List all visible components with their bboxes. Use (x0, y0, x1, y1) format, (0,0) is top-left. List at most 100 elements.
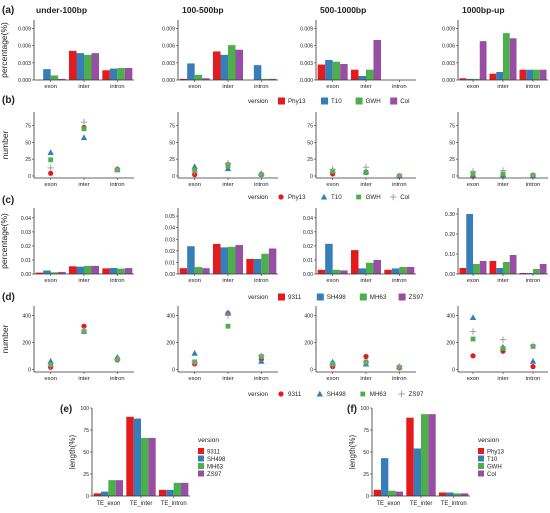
ylabel-e: length(%) (68, 435, 77, 470)
y-tick-label: 0.003 (162, 61, 175, 67)
bar-inter-GWH (503, 33, 510, 80)
y-tick-label: 200 (304, 340, 313, 346)
legend-title: version (248, 391, 269, 398)
bar-intron-SH498 (109, 267, 118, 274)
x-tick-label: exon (188, 376, 201, 382)
panel-letter-(a): (a) (2, 5, 14, 16)
panel-letter-(b): (b) (2, 95, 15, 106)
legend-key-Phy13 (278, 194, 284, 200)
x-tick-label: intron (392, 84, 407, 90)
ylabel-a: percentage(%) (0, 22, 9, 78)
bar-TE_intron-GWH (453, 493, 462, 496)
bar-inter-Phy13 (69, 50, 77, 80)
y-tick-label: 0.02 (21, 244, 31, 250)
y-tick-label: 400 (22, 313, 31, 319)
bar-exon-Phy13 (459, 78, 467, 80)
bar-exon-MH63 (194, 267, 203, 274)
x-tick-label: inter (497, 278, 508, 284)
x-tick-label: intron (254, 376, 269, 382)
column-title-2: 100-500bp (182, 5, 224, 15)
legend-label-Phy13: Phy13 (487, 449, 505, 455)
point-inter-GWH (363, 170, 369, 176)
bar-exon-T10 (187, 63, 195, 80)
bar-inter-SH498 (496, 268, 503, 274)
y-tick-label: 0.05 (165, 214, 175, 220)
bar-exon-Col (58, 78, 66, 80)
x-tick-label: inter (78, 84, 89, 90)
x-tick-label: intron (254, 278, 269, 284)
y-tick-label: 0 (28, 174, 31, 180)
legend-label-SH498: SH498 (207, 457, 226, 463)
bar-inter-ZS97 (373, 259, 381, 274)
bar-inter-GWH (84, 54, 92, 80)
bar-inter-SH498 (76, 266, 84, 274)
subplot-c-3: 0.00 0.01 0.02 0.03 0.04 exon inter intron (303, 208, 416, 284)
column-title-4: 1000bp-up (462, 5, 505, 15)
x-tick-label: inter (360, 278, 371, 284)
x-tick-label: exon (467, 84, 480, 90)
point-exon-MH63 (470, 336, 476, 342)
x-tick-label: intron (110, 84, 125, 90)
y-tick-label: 0.00 (303, 272, 313, 278)
legend-label-Phy13: Phy13 (288, 194, 306, 201)
subplot-b-1: 0 25 50 75 exon inter intron (25, 112, 134, 188)
y-tick-label: 0 (366, 494, 369, 500)
legend-key-MH63 (360, 391, 366, 397)
bar-TE_exon-Col (395, 491, 404, 496)
y-tick-label: 0.003 (442, 61, 455, 67)
bar-intron-GWH (261, 78, 269, 80)
legend-label-SH498: SH498 (327, 391, 346, 398)
legend-row: version 9311 SH498 MH63 ZS97 (248, 293, 424, 301)
y-tick-label: 0.000 (162, 78, 175, 84)
point-exon-SH498 (191, 349, 198, 356)
bar-TE_intron-9311 (158, 489, 167, 496)
legend-label-ZS97: ZS97 (409, 391, 424, 398)
y-tick-label: 75 (363, 428, 369, 434)
legend-key-SH498 (316, 390, 323, 397)
legend-label-Col: Col (487, 472, 496, 478)
y-tick-label: 0 (172, 367, 175, 373)
y-tick-label: 50 (449, 140, 455, 146)
bar-intron-MH63 (533, 269, 540, 274)
x-tick-label: TE_intron (161, 501, 187, 507)
bar-intron-MH63 (261, 253, 269, 274)
x-tick-label: exon (467, 376, 480, 382)
ylabel-b: number (0, 130, 10, 159)
subplot-a-1: 0.000 0.003 0.006 0.009 exon inter intron (18, 20, 134, 90)
subplot-c-2: 0.00 0.01 0.02 0.03 0.04 0.05 exon inter intron (165, 208, 278, 284)
bar-exon-Phy13 (179, 78, 188, 80)
y-tick-label: 100 (80, 406, 89, 412)
bar-exon-MH63 (332, 269, 341, 274)
legend-label-Phy13: Phy13 (288, 98, 306, 105)
point-inter-9311 (363, 353, 369, 360)
y-tick-label: 50 (25, 140, 31, 146)
panel-letter-(e): (e) (60, 404, 72, 415)
legend-key-GWH (355, 97, 363, 105)
legend-label-GWH: GWH (487, 464, 502, 470)
bar-TE_exon-T10 (380, 458, 389, 496)
y-tick-label: 25 (449, 157, 455, 163)
bar-inter-SH498 (358, 268, 366, 274)
bar-exon-Col (340, 64, 348, 80)
y-tick-label: 200 (22, 340, 31, 346)
x-tick-label: TE_intron (441, 501, 467, 507)
bar-exon-SH498 (187, 246, 195, 274)
legend-key-9311 (278, 391, 284, 397)
bar-TE_intron-Col (461, 493, 469, 496)
y-tick-label: 0.10 (445, 252, 455, 258)
bar-inter-ZS97 (509, 255, 517, 274)
x-tick-label: exon (326, 278, 339, 284)
point-exon-T10 (47, 149, 54, 155)
bar-TE_exon-ZS97 (115, 480, 124, 496)
bar-exon-9311 (317, 269, 326, 274)
bar-inter-GWH (228, 45, 236, 80)
x-tick-label: inter (222, 278, 233, 284)
x-tick-label: inter (497, 376, 508, 382)
y-tick-label: 50 (363, 450, 369, 456)
legend-label-T10: T10 (331, 98, 342, 105)
subplot-b-3: 0 25 50 75 exon inter intron (307, 112, 416, 188)
x-tick-label: inter (360, 376, 371, 382)
legend-key-MH63 (359, 293, 367, 301)
y-tick-label: 0.03 (21, 230, 31, 236)
bar-exon-GWH (473, 78, 480, 80)
